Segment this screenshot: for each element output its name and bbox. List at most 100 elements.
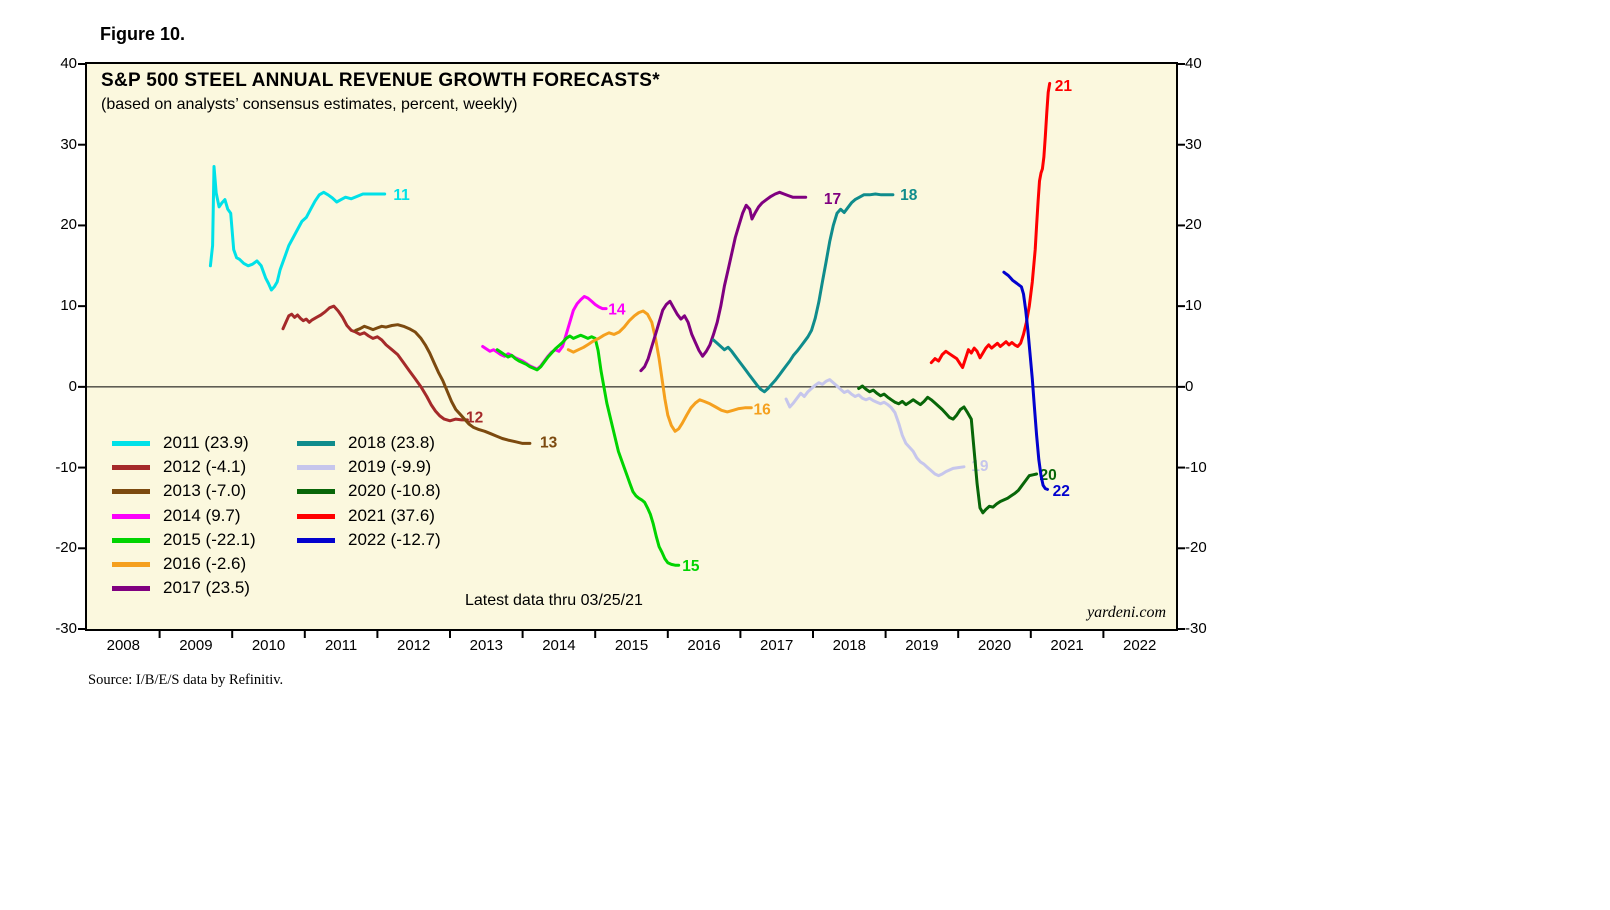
x-tick-label-2013: 2013 (469, 637, 503, 654)
legend-label-2021: 2021 (37.6) (348, 506, 435, 525)
x-tick-label-2016: 2016 (687, 637, 721, 654)
legend-item-2013: 2013 (-7.0) (112, 481, 246, 501)
legend-item-2021: 2021 (37.6) (297, 506, 435, 526)
legend-swatch-2017 (112, 585, 150, 591)
y-tick-label-right-20: 20 (1185, 216, 1202, 234)
legend-item-2019: 2019 (-9.9) (297, 457, 431, 477)
legend-swatch-2022 (297, 537, 335, 543)
series-end-label-2022: 22 (1053, 483, 1070, 500)
x-tick-label-2012: 2012 (397, 637, 431, 654)
legend-item-2020: 2020 (-10.8) (297, 481, 441, 501)
legend-item-2014: 2014 (9.7) (112, 506, 241, 526)
x-tick-label-2018: 2018 (832, 637, 866, 654)
chart-title-block: S&P 500 STEEL ANNUAL REVENUE GROWTH FORE… (101, 70, 660, 114)
y-tick-label-right--20: -20 (1185, 539, 1207, 557)
legend-swatch-2013 (112, 488, 150, 494)
legend-swatch-2019 (297, 464, 335, 470)
x-tick-label-2009: 2009 (179, 637, 213, 654)
legend-label-2016: 2016 (-2.6) (163, 554, 247, 573)
series-end-label-2021: 21 (1055, 78, 1073, 95)
series-line-2013 (354, 323, 532, 445)
legend-label-2015: 2015 (-22.1) (163, 530, 256, 549)
legend-swatch-2015 (112, 537, 150, 543)
y-tick-label-left-30: 30 (60, 135, 77, 153)
x-tick-label-2010: 2010 (251, 637, 286, 654)
x-tick-label-2017: 2017 (760, 637, 794, 654)
legend-item-2018: 2018 (23.8) (297, 433, 435, 453)
legend-label-2020: 2020 (-10.8) (348, 481, 441, 500)
x-tick-label-2020: 2020 (977, 637, 1012, 654)
series-line-2016 (566, 309, 753, 433)
y-tick-label-right-40: 40 (1185, 55, 1202, 72)
legend-swatch-2020 (297, 488, 335, 494)
figure-label: Figure 10. (100, 24, 186, 44)
series-line-2012 (281, 304, 469, 423)
legend-item-2017: 2017 (23.5) (112, 578, 250, 598)
y-tick-label-right-10: 10 (1185, 297, 1202, 315)
legend-item-2012: 2012 (-4.1) (112, 457, 246, 477)
legend-label-2019: 2019 (-9.9) (348, 457, 432, 476)
legend-label-2014: 2014 (9.7) (163, 506, 241, 525)
chart-title: S&P 500 STEEL ANNUAL REVENUE GROWTH FORE… (101, 70, 660, 91)
series-end-label-2020: 20 (1040, 467, 1057, 484)
x-tick-label-2022: 2022 (1123, 637, 1157, 654)
series-end-label-2016: 16 (754, 402, 772, 419)
legend-item-2022: 2022 (-12.7) (297, 530, 441, 550)
series-line-2014 (481, 295, 608, 371)
series-line-2015 (495, 333, 681, 567)
legend-item-2015: 2015 (-22.1) (112, 530, 256, 550)
latest-data-note: Latest data thru 03/25/21 (465, 592, 643, 609)
series-line-2018 (712, 192, 895, 394)
chart-subtitle: (based on analysts’ consensus estimates,… (101, 96, 518, 113)
y-tick-label-right-0: 0 (1185, 377, 1194, 395)
series-end-label-2011: 11 (393, 187, 410, 204)
legend-label-2022: 2022 (-12.7) (348, 530, 441, 549)
x-tick-label-2011: 2011 (324, 637, 358, 654)
legend-swatch-2012 (112, 464, 150, 470)
series-line-2011 (208, 165, 387, 292)
series-end-label-2014: 14 (608, 301, 626, 318)
legend-swatch-2011 (112, 440, 150, 446)
series-line-2019 (784, 378, 966, 478)
x-tick-label-2019: 2019 (905, 637, 939, 654)
watermark: yardeni.com (1087, 604, 1166, 621)
y-tick-label-left-10: 10 (60, 297, 77, 315)
legend-label-2011: 2011 (23.9) (163, 433, 249, 452)
legend-label-2012: 2012 (-4.1) (163, 457, 247, 476)
x-tick-label-2008: 2008 (106, 637, 140, 654)
legend-label-2017: 2017 (23.5) (163, 578, 250, 597)
y-tick-label-right-30: 30 (1185, 135, 1202, 153)
legend-label-2013: 2013 (-7.0) (163, 481, 247, 500)
series-end-label-2018: 18 (900, 187, 918, 204)
legend-item-2016: 2016 (-2.6) (112, 554, 246, 574)
y-tick-label-left--10: -10 (55, 458, 77, 476)
chart-plot-area: 11 12 13 14 15 16 17 18 19 20 21 22 S&P 500 STEEL A… (55, 55, 1206, 654)
legend-swatch-2018 (297, 440, 335, 446)
y-tick-label-left--30: -30 (55, 620, 77, 637)
y-tick-label-left--20: -20 (55, 539, 77, 557)
series-line-2020 (857, 384, 1039, 515)
y-tick-label-left-0: 0 (68, 377, 77, 395)
legend-swatch-2014 (112, 513, 150, 519)
series-end-label-2012: 12 (466, 410, 483, 427)
x-tick-label-2021: 2021 (1050, 637, 1084, 654)
series-line-2017 (639, 190, 808, 373)
x-tick-label-2015: 2015 (614, 637, 649, 654)
legend-swatch-2021 (297, 513, 335, 519)
legend-label-2018: 2018 (23.8) (348, 433, 435, 452)
y-tick-label-right--30: -30 (1185, 620, 1207, 637)
y-tick-label-left-40: 40 (60, 55, 77, 72)
series-end-label-2013: 13 (540, 435, 558, 452)
legend-swatch-2016 (112, 561, 150, 567)
series-end-label-2015: 15 (682, 558, 700, 575)
series-end-label-2017: 17 (824, 191, 841, 208)
y-tick-label-left-20: 20 (60, 216, 77, 234)
y-tick-label-right--10: -10 (1185, 458, 1207, 476)
source-note: Source: I/B/E/S data by Refinitiv. (88, 672, 284, 688)
series-line-2021 (929, 81, 1052, 369)
x-tick-label-2014: 2014 (542, 637, 576, 654)
series-line-2022 (1002, 270, 1049, 491)
legend-item-2011: 2011 (23.9) (112, 433, 249, 453)
